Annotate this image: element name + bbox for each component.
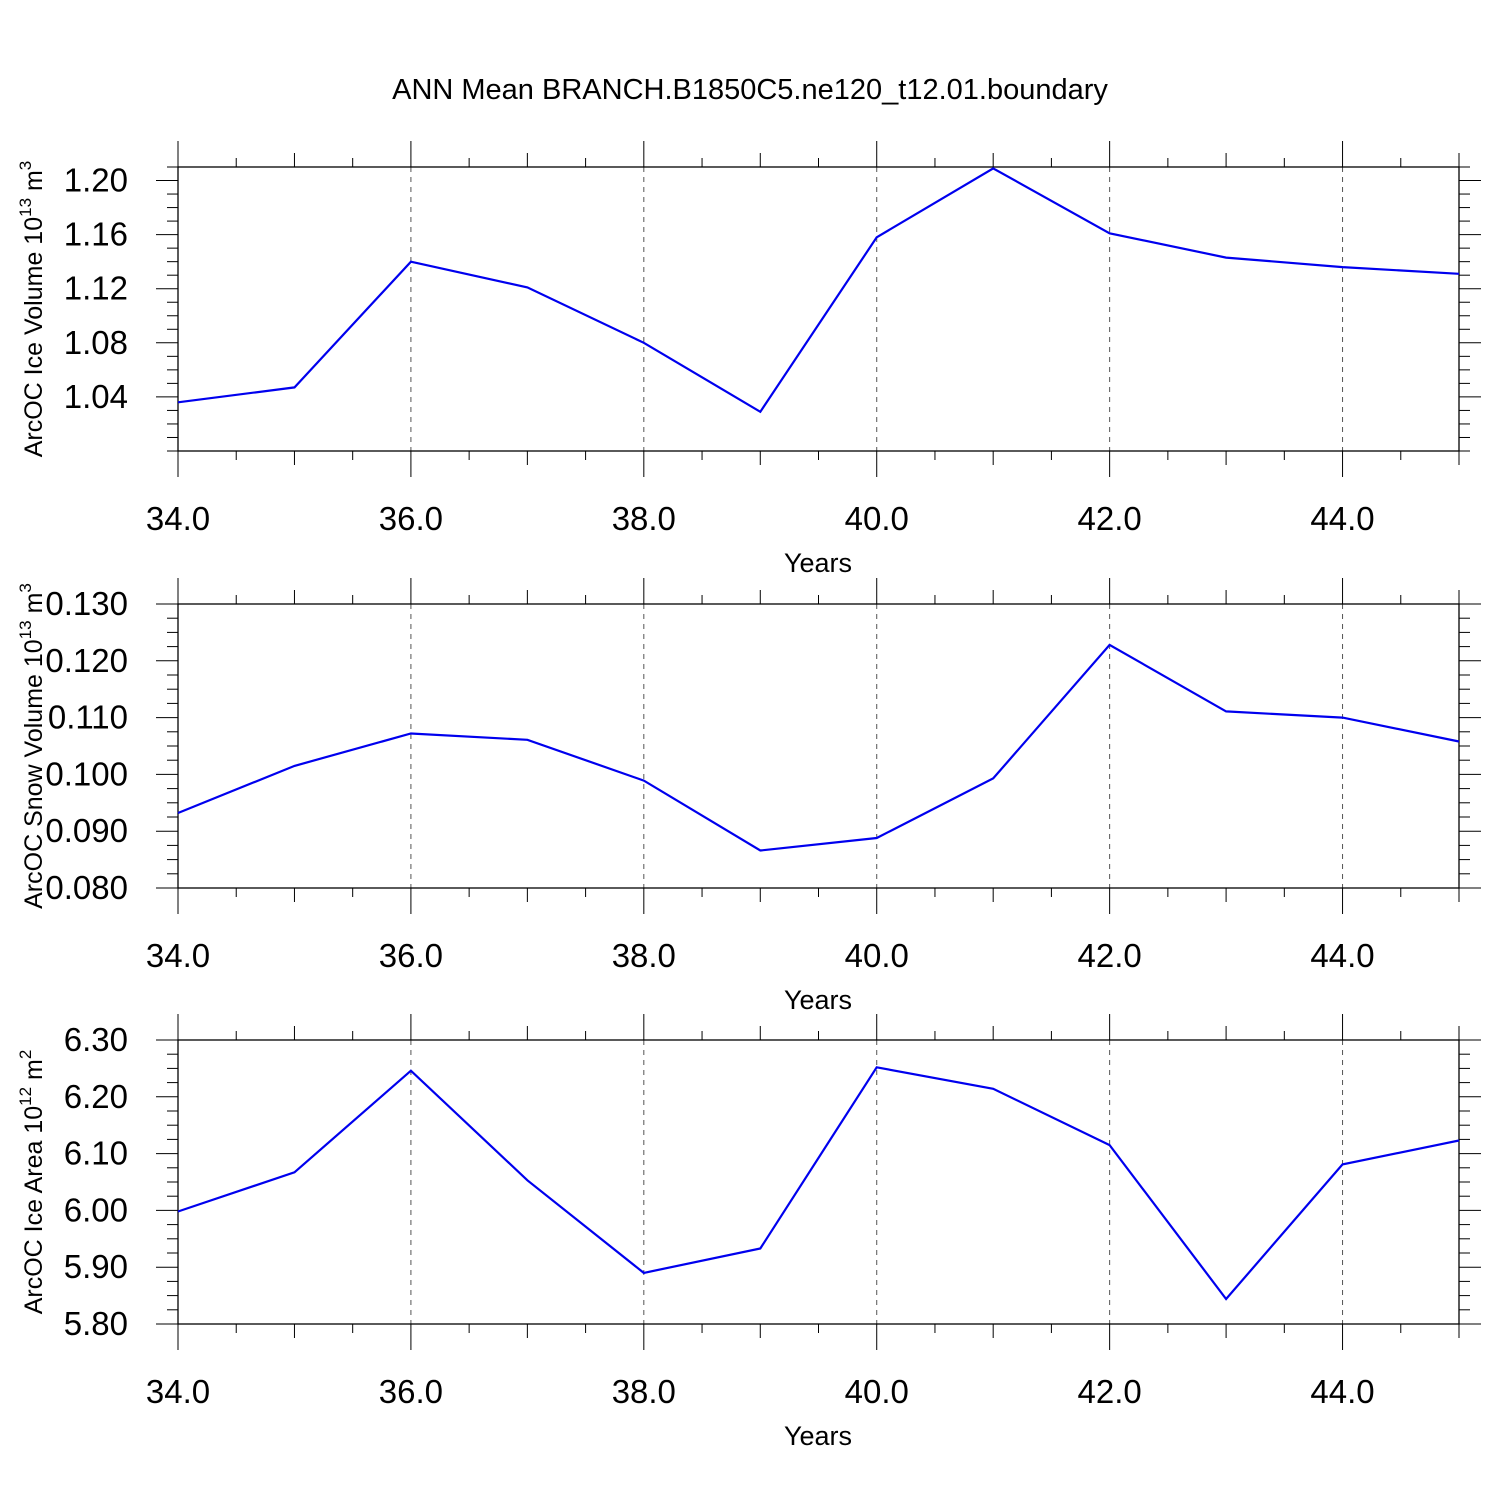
x-tick-label-1-1: 36.0 — [379, 500, 443, 537]
x-tick-label-1-4: 42.0 — [1078, 500, 1142, 537]
y-tick-label-1-0: 1.04 — [64, 378, 128, 415]
series-line-3 — [177, 1066, 1460, 1301]
x-tick-label-3-4: 42.0 — [1078, 1373, 1142, 1410]
y-tick-label-2-5: 0.130 — [45, 585, 128, 622]
panel-1: 34.0 36.0 38.0 40.0 42.0 44.0 1.04 1.08 1.12 1.16… — [16, 141, 1481, 578]
plot-frame-3 — [177, 1039, 1460, 1325]
y-tick-label-2-2: 0.100 — [45, 755, 128, 792]
y-tick-label-3-5: 6.30 — [64, 1021, 128, 1058]
x-tick-label-2-2: 38.0 — [612, 937, 676, 974]
x-axis-label-3: Years — [784, 1421, 852, 1451]
y-tick-label-2-3: 0.110 — [48, 699, 128, 736]
y-tick-label-1-4: 1.20 — [64, 162, 128, 199]
x-tick-label-2-1: 36.0 — [379, 937, 443, 974]
chart-title: ANN Mean BRANCH.B1850C5.ne120_t12.01.bou… — [392, 74, 1108, 106]
y-tick-label-2-0: 0.080 — [45, 869, 128, 906]
x-tick-label-2-3: 40.0 — [845, 937, 909, 974]
x-tick-label-1-5: 44.0 — [1310, 500, 1374, 537]
plot-frame-2 — [177, 603, 1460, 889]
y-tick-label-3-2: 6.00 — [64, 1191, 128, 1228]
x-tick-label-1-3: 40.0 — [845, 500, 909, 537]
y-tick-label-2-1: 0.090 — [45, 812, 128, 849]
y-tick-label-1-3: 1.16 — [64, 216, 128, 253]
y-tick-label-3-4: 6.20 — [64, 1078, 128, 1115]
x-tick-label-2-0: 34.0 — [146, 937, 210, 974]
y-tick-label-1-2: 1.12 — [64, 270, 128, 307]
series-line-1 — [177, 167, 1460, 414]
x-tick-label-2-4: 42.0 — [1078, 937, 1142, 974]
x-tick-label-3-1: 36.0 — [379, 1373, 443, 1410]
x-tick-label-3-3: 40.0 — [845, 1373, 909, 1410]
y-tick-label-1-1: 1.08 — [64, 324, 128, 361]
x-tick-label-3-2: 38.0 — [612, 1373, 676, 1410]
y-axis-label-1: ArcOC Ice Volume 1013 m3 — [16, 161, 48, 458]
x-tick-label-2-5: 44.0 — [1310, 937, 1374, 974]
series-line-2 — [177, 643, 1460, 852]
x-tick-label-3-0: 34.0 — [146, 1373, 210, 1410]
y-tick-label-3-0: 5.80 — [64, 1305, 128, 1342]
panel-2: 34.0 36.0 38.0 40.0 42.0 44.0 0.080 0.090 0.100 0… — [16, 578, 1481, 1015]
x-tick-label-1-0: 34.0 — [146, 500, 210, 537]
y-tick-label-2-4: 0.120 — [45, 642, 128, 679]
x-axis-label-2: Years — [784, 985, 852, 1015]
x-axis-label-1: Years — [784, 548, 852, 578]
panel-3: 34.0 36.0 38.0 40.0 42.0 44.0 5.80 5.90 6.00 6.10… — [16, 1014, 1481, 1451]
x-tick-label-1-2: 38.0 — [612, 500, 676, 537]
y-axis-label-2: ArcOC Snow Volume 1013 m3 — [16, 583, 48, 909]
y-tick-label-3-3: 6.10 — [64, 1135, 128, 1172]
y-tick-label-3-1: 5.90 — [64, 1248, 128, 1285]
y-axis-label-3: ArcOC Ice Area 1012 m2 — [16, 1050, 48, 1315]
plot-frame-1 — [177, 166, 1460, 452]
x-tick-label-3-5: 44.0 — [1310, 1373, 1374, 1410]
